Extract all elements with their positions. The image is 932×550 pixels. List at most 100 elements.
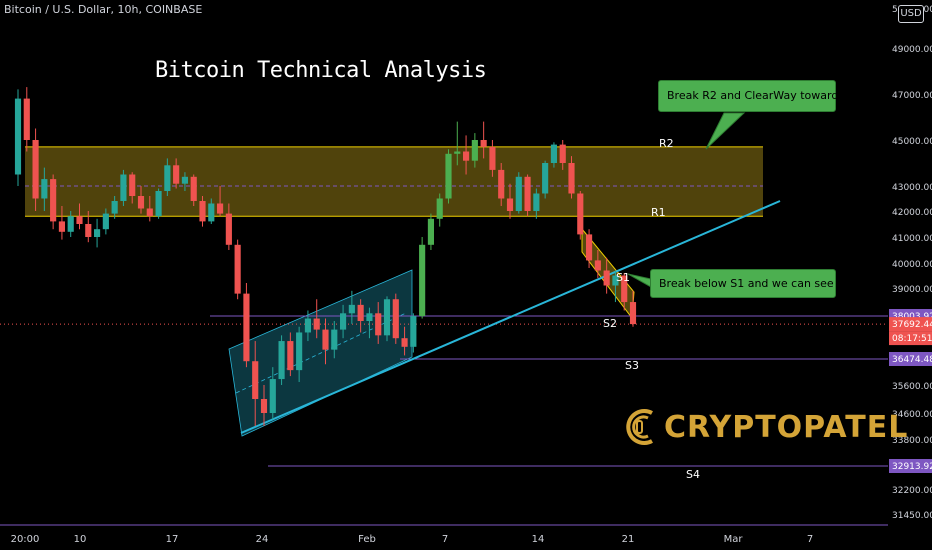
callout-break-s1: Break below S1 and we can see S2 & S3 xyxy=(650,269,881,298)
y-tick-label: 35600.00 xyxy=(892,382,932,392)
y-tick-label: 41000.00 xyxy=(892,234,932,244)
candle-body xyxy=(252,361,259,399)
candle-body xyxy=(234,244,241,294)
candle-body xyxy=(41,179,48,199)
candle-body xyxy=(515,176,522,211)
candle-body xyxy=(339,313,347,330)
candle-body xyxy=(533,193,540,211)
candle-body xyxy=(137,196,145,209)
resistance-zone xyxy=(25,146,763,217)
price-label: 32913.92 xyxy=(892,462,932,472)
callout-break-r2: Break R2 and ClearWay toward $51000 xyxy=(658,80,884,112)
candle-body xyxy=(410,316,417,347)
candle-body xyxy=(164,165,171,191)
logo-text: CRYPTOPATEL xyxy=(664,409,909,445)
candle-body xyxy=(93,229,101,237)
candle-body xyxy=(489,146,496,170)
cryptopatel-logo: CRYPTOPATEL xyxy=(622,402,908,452)
y-tick-label: 49000.00 xyxy=(892,45,932,55)
candle-body xyxy=(471,140,478,161)
candle-body xyxy=(67,216,74,232)
x-tick-label: 24 xyxy=(256,534,269,545)
y-tick-label: 32200.00 xyxy=(892,486,932,496)
y-tick-label: 42000.00 xyxy=(892,208,932,218)
candle-body xyxy=(594,260,601,271)
price-label: 38003.92 xyxy=(892,312,932,322)
candle-body xyxy=(304,318,312,333)
candle-body xyxy=(629,302,637,325)
candle-body xyxy=(427,218,435,245)
candle-body xyxy=(278,341,285,380)
symbol-header[interactable]: Bitcoin / U.S. Dollar, 10h, COINBASE xyxy=(4,3,203,16)
x-tick-label: 10 xyxy=(74,534,87,545)
x-tick-label: 20:00 xyxy=(11,534,40,545)
candle-body xyxy=(419,244,426,317)
candle-body xyxy=(366,313,373,321)
y-tick-label: 40000.00 xyxy=(892,260,932,270)
x-tick-label: 7 xyxy=(807,534,813,545)
candle-body xyxy=(23,98,30,140)
candle-body xyxy=(498,169,505,199)
candle-body xyxy=(322,329,329,350)
x-tick-label: 17 xyxy=(166,534,179,545)
price-label: 36474.48 xyxy=(892,355,932,365)
price-label-box xyxy=(889,317,932,332)
y-tick-label: 31450.00 xyxy=(892,511,932,521)
candle-body xyxy=(129,174,136,196)
y-tick-label: 33800.00 xyxy=(892,436,932,446)
candle-body xyxy=(436,198,443,219)
candle-body xyxy=(454,151,461,154)
price-label: 08:17:51 xyxy=(892,334,932,344)
label-s4: S4 xyxy=(686,468,700,481)
currency-button[interactable]: USD xyxy=(898,5,924,23)
candle-body xyxy=(612,275,619,286)
label-r1: R1 xyxy=(651,206,666,219)
candle-body xyxy=(155,191,162,217)
y-tick-label: 45000.00 xyxy=(892,137,932,147)
y-tick-label: 39000.00 xyxy=(892,285,932,295)
y-tick-label: 43000.00 xyxy=(892,183,932,193)
candle-body xyxy=(208,203,215,222)
candle-body xyxy=(269,379,276,413)
candle-body xyxy=(401,338,408,347)
candle-body xyxy=(190,176,197,201)
candle-body xyxy=(260,399,268,413)
candle-body xyxy=(445,153,452,199)
candle-body xyxy=(375,313,382,336)
candle-body xyxy=(50,179,57,222)
candle-body xyxy=(559,144,566,163)
candle-body xyxy=(181,176,189,184)
candle-body xyxy=(32,140,39,199)
x-tick-label: 7 xyxy=(442,534,448,545)
y-tick-label: 47000.00 xyxy=(892,91,932,101)
price-label-box xyxy=(889,331,932,346)
candle-body xyxy=(58,221,66,232)
candle-body xyxy=(14,98,22,175)
price-label-box xyxy=(889,352,932,366)
price-label-box xyxy=(889,459,932,473)
candle-body xyxy=(392,299,399,339)
label-s2: S2 xyxy=(603,317,617,330)
candle-body xyxy=(120,174,127,201)
price-label: 37692.44 xyxy=(892,320,932,330)
candle-body xyxy=(313,318,320,330)
candle-body xyxy=(173,165,180,184)
candle-body xyxy=(225,213,232,245)
candle-body xyxy=(287,341,294,371)
candle-body xyxy=(621,275,628,303)
label-r2: R2 xyxy=(659,137,674,150)
candle-body xyxy=(542,163,549,194)
candle-body xyxy=(111,201,118,214)
candle-body xyxy=(331,329,338,350)
x-tick-label: 14 xyxy=(532,534,545,545)
candle-body xyxy=(568,163,575,194)
candle-body xyxy=(85,224,92,237)
candle-body xyxy=(462,151,470,161)
candle-body xyxy=(524,176,531,211)
candle-body xyxy=(102,213,109,230)
x-tick-label: Mar xyxy=(724,534,744,545)
candle-body xyxy=(146,208,153,217)
candle-body xyxy=(603,270,610,286)
candle-body xyxy=(348,304,355,314)
